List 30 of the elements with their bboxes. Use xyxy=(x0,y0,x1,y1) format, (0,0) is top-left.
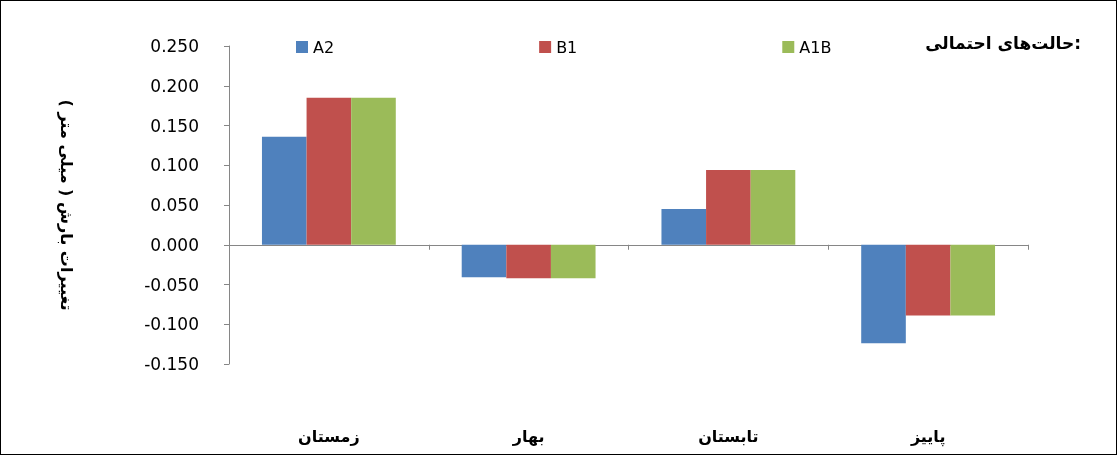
y-tick-label: -0.050 xyxy=(144,274,199,295)
legend-label: B1 xyxy=(556,37,578,57)
bar xyxy=(506,244,551,279)
y-tick-label: 0.100 xyxy=(150,155,199,176)
legend-label: A2 xyxy=(313,37,335,57)
bar xyxy=(306,97,352,245)
x-tick-label: بهار xyxy=(511,426,545,446)
bar xyxy=(351,97,396,245)
y-axis-title: تغییرات بارش ( میلی متر ) xyxy=(56,99,76,311)
bar xyxy=(261,136,307,245)
legend-title: حالت‌های احتمالی: xyxy=(925,32,1082,53)
bar xyxy=(461,244,507,278)
legend-label: A1B xyxy=(799,37,832,57)
x-tick-label: پاییز xyxy=(909,426,946,447)
y-tick-label: 0.200 xyxy=(150,75,199,96)
y-tick-label: 0.150 xyxy=(150,115,199,136)
bar xyxy=(950,244,996,316)
x-tick-label: تابستان xyxy=(698,426,759,446)
y-tick-label: -0.100 xyxy=(144,314,199,335)
y-tick-label: 0.050 xyxy=(150,195,199,215)
bar xyxy=(661,208,707,245)
x-tick-label: زمستان xyxy=(298,426,360,446)
bar xyxy=(550,244,596,279)
y-tick-label: 0.250 xyxy=(150,36,199,56)
bar xyxy=(750,170,796,245)
bar xyxy=(706,170,751,245)
bar xyxy=(905,244,951,316)
y-tick-label: 0.000 xyxy=(150,234,199,255)
bar xyxy=(861,244,906,344)
y-tick-label: -0.150 xyxy=(144,354,199,374)
